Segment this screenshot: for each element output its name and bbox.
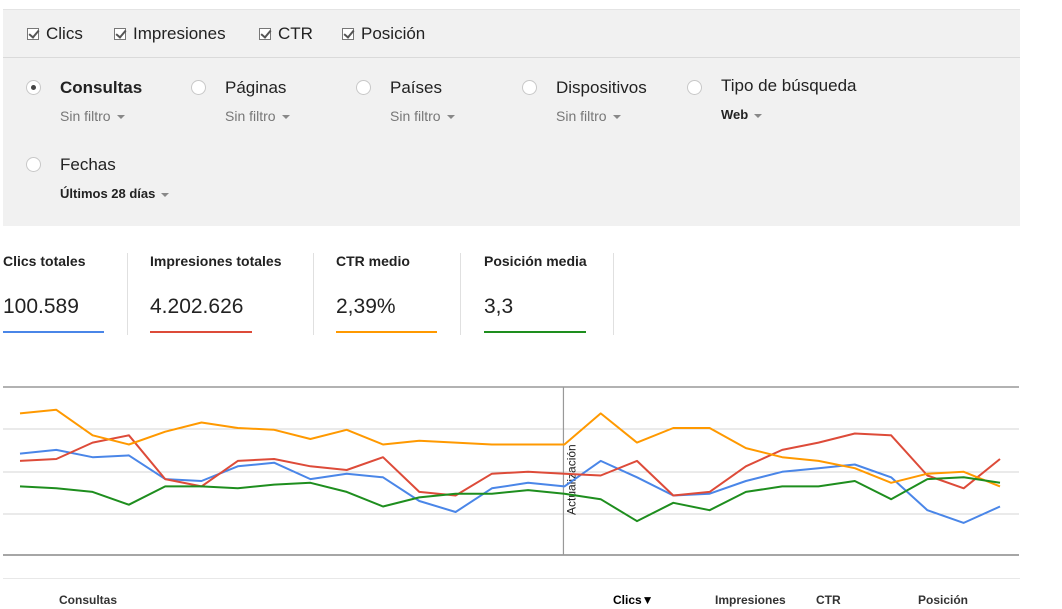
divider [313,253,314,335]
table-top-divider [3,578,1020,579]
radio-icon[interactable] [687,80,702,95]
stat-color-line [150,331,252,333]
stat-color-line [3,331,104,333]
stat-total-impressions: Impresiones totales 4.202.626 [150,253,282,333]
stat-title: Clics totales [3,253,86,269]
stat-title: Posición media [484,253,587,269]
filter-dates-label: Fechas [60,155,116,174]
metric-toggles: Clics Impresiones CTR Posición [3,10,1020,58]
series-line-clics [19,448,1001,524]
divider [460,253,461,335]
stat-value: 4.202.626 [150,295,244,318]
checkbox-icon[interactable] [27,28,39,40]
filter-dates-dropdown[interactable]: Últimos 28 días [60,186,170,201]
toggle-impressions-label: Impresiones [133,24,226,43]
caret-down-icon [116,115,125,120]
filter-queries-dropdown[interactable]: Sin filtro [60,108,125,124]
toggle-clicks-label: Clics [46,24,83,43]
filter-pages-label: Páginas [225,78,287,97]
filter-queries-value: Sin filtro [60,108,111,124]
caret-down-icon [281,115,290,120]
filter-search-type-dropdown[interactable]: Web [721,107,763,122]
toggle-ctr-label: CTR [278,24,313,43]
filter-pages-value: Sin filtro [225,108,276,124]
radio-icon[interactable] [26,157,41,172]
caret-down-icon [161,192,170,197]
radio-icon[interactable] [356,80,371,95]
series-line-posición [19,476,1001,523]
filter-search-type-label: Tipo de búsqueda [721,76,857,95]
toggle-position-label: Posición [361,24,426,43]
radio-icon[interactable] [522,80,537,95]
stat-average-ctr: CTR medio 2,39% [336,253,437,333]
series-line-ctr [19,408,1001,488]
filter-devices-label: Dispositivos [556,78,647,97]
stat-average-position: Posición media 3,3 [484,253,587,333]
stat-title: CTR medio [336,253,410,269]
radio-icon[interactable] [191,80,206,95]
series-line-impresiones [19,432,1001,497]
toggle-position[interactable]: Posición [342,24,425,44]
caret-down-icon [612,115,621,120]
filter-dates-value: Últimos 28 días [60,186,156,201]
filter-countries-dropdown[interactable]: Sin filtro [390,108,455,124]
checkbox-icon[interactable] [114,28,126,40]
divider [613,253,614,335]
column-header-ctr[interactable]: CTR [816,593,841,607]
performance-line-chart: Actualización [3,386,1019,556]
filter-countries-value: Sin filtro [390,108,441,124]
column-header-queries[interactable]: Consultas [59,593,118,607]
toggle-ctr[interactable]: CTR [259,24,313,44]
caret-down-icon [446,115,455,120]
checkbox-icon[interactable] [259,28,271,40]
filter-pages-dropdown[interactable]: Sin filtro [225,108,290,124]
radio-selected-icon[interactable] [26,80,41,95]
column-header-position[interactable]: Posición [918,593,969,607]
stat-title: Impresiones totales [150,253,282,269]
stat-color-line [484,331,586,333]
divider [127,253,128,335]
filter-devices-value: Sin filtro [556,108,607,124]
stat-value: 100.589 [3,295,79,318]
filter-search-type-value: Web [721,107,749,122]
toggle-impressions[interactable]: Impresiones [114,24,226,44]
stat-value: 3,3 [484,295,514,318]
stat-color-line [336,331,437,333]
caret-down-icon [754,113,763,118]
annotation-label: Actualización [564,444,578,515]
filter-devices-dropdown[interactable]: Sin filtro [556,108,621,124]
column-header-clicks[interactable]: Clics▼ [613,593,654,607]
filter-countries-label: Países [390,78,442,97]
stat-total-clicks: Clics totales 100.589 [3,253,104,333]
column-header-impressions[interactable]: Impresiones [715,593,786,607]
checkbox-icon[interactable] [342,28,354,40]
filter-queries-label: Consultas [60,78,143,97]
filter-panel: Clics Impresiones CTR Posición Consultas… [3,9,1020,226]
stat-value: 2,39% [336,295,396,318]
toggle-clicks[interactable]: Clics [27,24,83,44]
